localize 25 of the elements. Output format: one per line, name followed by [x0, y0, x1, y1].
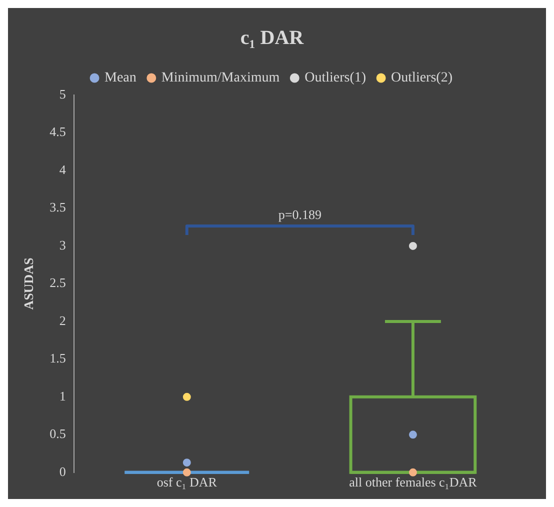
annotation: p=0.189: [278, 206, 322, 222]
point: [408, 468, 417, 476]
y-tick-label: 5: [59, 86, 66, 102]
y-axis-title: ASUDAS: [21, 258, 36, 310]
y-tick-label: 3.5: [50, 200, 66, 215]
x-tick-label: all other females c₁DAR: [349, 474, 478, 490]
y-tick-label: 2.5: [50, 275, 66, 290]
chart-title: c₁ DAR: [240, 27, 304, 50]
legend-label: Minimum/Maximum: [161, 70, 280, 86]
legend-label: Outliers(2): [391, 70, 453, 86]
y-tick-label: 0.5: [50, 426, 66, 442]
y-tick-label: 0: [59, 464, 66, 479]
x-tick-label: osf c₁ DAR: [156, 474, 218, 490]
legend-label: Mean: [104, 70, 136, 86]
y-tick-label: 4: [59, 162, 66, 177]
legend-label: Outliers(1): [304, 70, 366, 86]
point: [182, 392, 191, 401]
y-tick-label: 3: [59, 237, 66, 252]
y-tick-label: 1.5: [50, 350, 66, 366]
y-tick-label: 4.5: [50, 124, 66, 140]
y-tick-label: 1: [59, 388, 66, 404]
point: [182, 468, 191, 476]
point: [408, 430, 417, 439]
point: [182, 458, 191, 467]
y-tick-label: 2: [59, 312, 66, 328]
